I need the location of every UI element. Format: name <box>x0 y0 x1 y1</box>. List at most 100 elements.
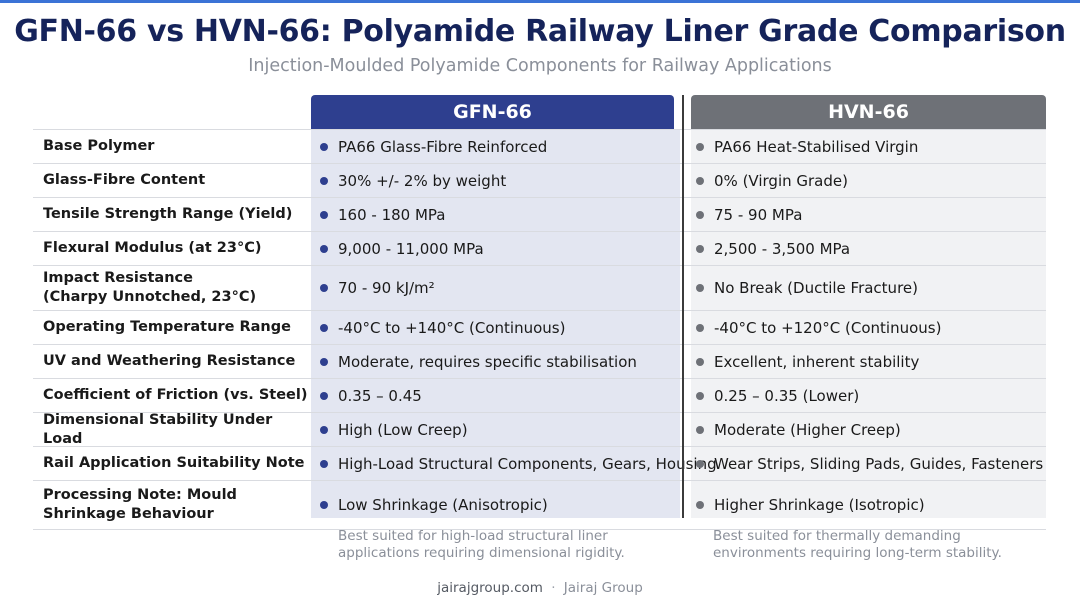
gfn-column-background <box>311 129 680 518</box>
row-label-text: Base Polymer <box>43 138 155 154</box>
hvn-value-cell: No Break (Ductile Fracture) <box>696 266 1046 310</box>
row-label: Processing Note: Mould Shrinkage Behavio… <box>43 481 313 529</box>
footer-separator: · <box>551 580 556 596</box>
hvn-value-cell: Moderate (Higher Creep) <box>696 413 1046 446</box>
gfn-value: PA66 Glass-Fibre Reinforced <box>338 137 548 156</box>
row-label-text: Impact Resistance (Charpy Unnotched, 23°… <box>43 270 257 305</box>
bullet-icon <box>696 391 704 400</box>
gfn-summary-note: Best suited for high-load structural lin… <box>338 528 625 561</box>
hvn-value-cell: -40°C to +120°C (Continuous) <box>696 311 1046 344</box>
hvn-value-cell: 75 - 90 MPa <box>696 198 1046 231</box>
gfn-column-header: GFN-66 <box>311 95 674 129</box>
hvn-value-cell: 2,500 - 3,500 MPa <box>696 232 1046 265</box>
bullet-icon <box>320 284 328 292</box>
table-row: Processing Note: Mould Shrinkage Behavio… <box>33 480 1046 530</box>
row-label: Dimensional Stability Under Load <box>43 411 313 447</box>
bullet-icon <box>320 210 328 219</box>
row-label: Base Polymer <box>43 130 313 163</box>
bullet-icon <box>320 391 328 400</box>
bullet-icon <box>320 357 328 366</box>
gfn-value: Moderate, requires specific stabilisatio… <box>338 352 637 371</box>
bullet-icon <box>320 323 328 332</box>
row-label: Rail Application Suitability Note <box>43 447 313 480</box>
gfn-value: High (Low Creep) <box>338 420 468 439</box>
gfn-value-cell: 9,000 - 11,000 MPa <box>320 232 685 265</box>
hvn-column-background <box>691 129 1046 518</box>
hvn-value: 75 - 90 MPa <box>714 205 803 224</box>
gfn-value: 9,000 - 11,000 MPa <box>338 239 484 258</box>
hvn-value-cell: Excellent, inherent stability <box>696 345 1046 378</box>
gfn-value: -40°C to +140°C (Continuous) <box>338 318 566 337</box>
footer-site-link[interactable]: jairajgroup.com <box>437 580 543 596</box>
row-label: Coefficient of Friction (vs. Steel) <box>43 379 313 412</box>
hvn-value-cell: PA66 Heat-Stabilised Virgin <box>696 130 1046 163</box>
bullet-icon <box>320 501 328 509</box>
row-label-text: Rail Application Suitability Note <box>43 455 305 471</box>
bullet-icon <box>696 425 704 434</box>
page-title: GFN-66 vs HVN-66: Polyamide Railway Line… <box>14 14 1066 49</box>
hvn-value: Higher Shrinkage (Isotropic) <box>714 496 925 514</box>
hvn-value: Moderate (Higher Creep) <box>714 420 901 439</box>
gfn-value: 160 - 180 MPa <box>338 205 446 224</box>
hvn-value-cell: Wear Strips, Sliding Pads, Guides, Faste… <box>696 447 1046 480</box>
gfn-value-cell: 30% +/- 2% by weight <box>320 164 685 197</box>
gfn-value: 70 - 90 kJ/m² <box>338 279 435 297</box>
hvn-value: Wear Strips, Sliding Pads, Guides, Faste… <box>714 454 1044 473</box>
row-label: UV and Weathering Resistance <box>43 345 313 378</box>
row-label-text: UV and Weathering Resistance <box>43 353 296 369</box>
bullet-icon <box>696 357 704 366</box>
table-row: Impact Resistance (Charpy Unnotched, 23°… <box>33 265 1046 310</box>
table-row: Tensile Strength Range (Yield) 160 - 180 … <box>33 197 1046 231</box>
hvn-column-header: HVN-66 <box>691 95 1046 129</box>
gfn-value-cell: 160 - 180 MPa <box>320 198 685 231</box>
bullet-icon <box>696 210 704 219</box>
hvn-value: PA66 Heat-Stabilised Virgin <box>714 137 919 156</box>
bullet-icon <box>696 284 704 292</box>
table-row: UV and Weathering Resistance Moderate, re… <box>33 344 1046 378</box>
bullet-icon <box>320 142 328 151</box>
row-label-text: Coefficient of Friction (vs. Steel) <box>43 387 308 403</box>
row-label-text: Tensile Strength Range (Yield) <box>43 206 293 222</box>
gfn-value-cell: High-Load Structural Components, Gears, … <box>320 447 717 480</box>
row-label-text: Processing Note: Mould Shrinkage Behavio… <box>43 487 237 522</box>
gfn-value-cell: High (Low Creep) <box>320 413 685 446</box>
gfn-value: Low Shrinkage (Anisotropic) <box>338 496 548 514</box>
footer: jairajgroup.com · Jairaj Group <box>0 580 1080 596</box>
gfn-value: 30% +/- 2% by weight <box>338 171 507 190</box>
table-row: Operating Temperature Range -40°C to +140… <box>33 310 1046 344</box>
row-label-text: Operating Temperature Range <box>43 319 291 335</box>
row-label: Operating Temperature Range <box>43 311 313 344</box>
row-label-text: Glass-Fibre Content <box>43 172 206 188</box>
footer-brand: Jairaj Group <box>563 580 643 596</box>
hvn-value-cell: Higher Shrinkage (Isotropic) <box>696 481 1046 529</box>
gfn-value-cell: 70 - 90 kJ/m² <box>320 266 685 310</box>
hvn-value: 2,500 - 3,500 MPa <box>714 239 851 258</box>
row-label: Glass-Fibre Content <box>43 164 313 197</box>
hvn-value: 0% (Virgin Grade) <box>714 171 848 190</box>
row-label: Tensile Strength Range (Yield) <box>43 198 313 231</box>
table-row: Base Polymer PA66 Glass-Fibre Reinforced P… <box>33 129 1046 163</box>
table-row: Glass-Fibre Content 30% +/- 2% by weight 0… <box>33 163 1046 197</box>
bullet-icon <box>320 176 328 185</box>
hvn-value: Excellent, inherent stability <box>714 352 920 371</box>
top-accent-line <box>0 0 1080 3</box>
bullet-icon <box>320 244 328 253</box>
table-row: Rail Application Suitability Note High-Lo… <box>33 446 1046 480</box>
hvn-value-cell: 0% (Virgin Grade) <box>696 164 1046 197</box>
bullet-icon <box>696 501 704 509</box>
row-label-text: Flexural Modulus (at 23°C) <box>43 240 262 256</box>
hvn-value: No Break (Ductile Fracture) <box>714 279 918 297</box>
bullet-icon <box>696 142 704 151</box>
hvn-summary-note: Best suited for thermally demanding envi… <box>713 528 1002 561</box>
bullet-icon <box>320 425 328 434</box>
bullet-icon <box>320 459 328 468</box>
gfn-value: High-Load Structural Components, Gears, … <box>338 454 717 473</box>
table-row: Coefficient of Friction (vs. Steel) 0.35 … <box>33 378 1046 412</box>
gfn-value: 0.35 – 0.45 <box>338 386 422 405</box>
hvn-value: -40°C to +120°C (Continuous) <box>714 318 942 337</box>
table-row: Flexural Modulus (at 23°C) 9,000 - 11,000… <box>33 231 1046 265</box>
row-label-text: Dimensional Stability Under Load <box>43 411 273 447</box>
hvn-value-cell: 0.25 – 0.35 (Lower) <box>696 379 1046 412</box>
bullet-icon <box>696 244 704 253</box>
gfn-value-cell: -40°C to +140°C (Continuous) <box>320 311 685 344</box>
